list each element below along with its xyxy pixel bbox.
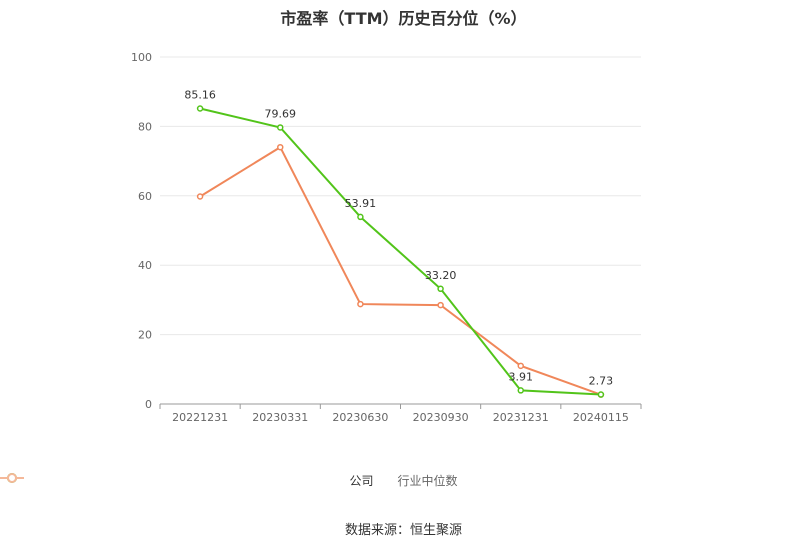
y-tick-label: 0 bbox=[145, 398, 152, 411]
chart-title: 市盈率（TTM）历史百分位（%） bbox=[280, 9, 527, 28]
data-point bbox=[277, 124, 284, 131]
legend-item-industry-median[interactable]: 行业中位数 bbox=[0, 472, 458, 489]
x-tick-label: 20240115 bbox=[573, 411, 629, 424]
data-point bbox=[196, 105, 204, 112]
x-tick-label: 20231231 bbox=[493, 411, 549, 424]
data-point bbox=[517, 362, 524, 370]
y-tick-label: 60 bbox=[138, 190, 152, 203]
series-line-company bbox=[199, 107, 601, 396]
data-label: 85.16 bbox=[184, 88, 216, 101]
data-label: 3.91 bbox=[509, 370, 534, 383]
data-point bbox=[517, 387, 524, 394]
legend: 公司 行业中位数 bbox=[0, 472, 807, 489]
data-label: 53.91 bbox=[345, 197, 377, 210]
data-point bbox=[196, 193, 204, 200]
data-label: 2.73 bbox=[589, 375, 614, 388]
data-point bbox=[437, 301, 444, 309]
series-line-industry-median bbox=[199, 145, 602, 396]
x-tick-label: 20230930 bbox=[413, 411, 469, 424]
data-source: 数据来源：恒生聚源 bbox=[344, 523, 462, 538]
data-point bbox=[437, 285, 444, 293]
y-tick-label: 40 bbox=[138, 259, 152, 272]
y-tick-label: 20 bbox=[138, 329, 152, 342]
data-point bbox=[277, 143, 284, 151]
x-tick-label: 20230630 bbox=[332, 411, 388, 424]
legend-item-company[interactable]: 公司 bbox=[0, 472, 374, 489]
data-point bbox=[597, 391, 605, 398]
data-point bbox=[357, 213, 364, 221]
data-label: 79.69 bbox=[265, 107, 297, 120]
x-tick-label: 20221231 bbox=[172, 411, 228, 424]
data-label: 33.20 bbox=[425, 269, 457, 282]
x-tick-label: 20230331 bbox=[252, 411, 308, 424]
legend-label-industry-median: 行业中位数 bbox=[397, 474, 458, 488]
y-tick-label: 80 bbox=[138, 120, 152, 133]
legend-label-company: 公司 bbox=[349, 474, 374, 488]
legend-line-marker-icon bbox=[0, 473, 24, 483]
data-point bbox=[357, 300, 364, 308]
y-tick-label: 100 bbox=[131, 51, 152, 64]
